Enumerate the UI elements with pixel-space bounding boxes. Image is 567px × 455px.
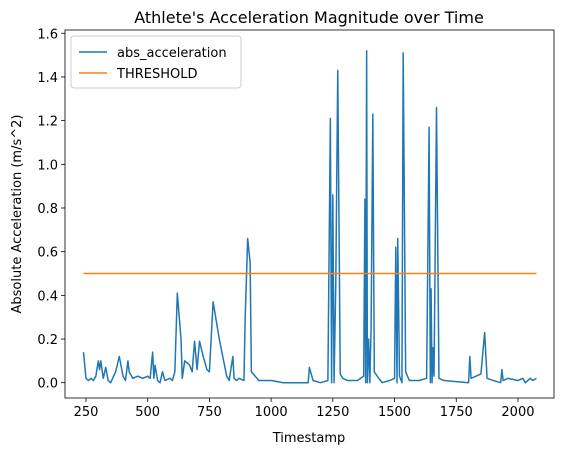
x-tick-label: 500	[135, 405, 160, 420]
y-tick-label: 1.0	[37, 158, 58, 173]
y-axis-label: Absolute Acceleration (m/s^2)	[10, 115, 25, 314]
y-tick-label: 0.8	[37, 202, 58, 217]
x-axis-label: Timestamp	[272, 431, 346, 446]
y-tick-label: 0.4	[37, 289, 58, 304]
y-tick-label: 0.6	[37, 246, 58, 261]
data-line	[82, 50, 537, 384]
y-tick-label: 0.2	[37, 333, 58, 348]
x-tick-label: 250	[74, 405, 99, 420]
y-tick-label: 1.2	[37, 115, 58, 130]
legend-label: abs_acceleration	[117, 46, 227, 61]
y-tick-label: 1.4	[37, 71, 58, 86]
x-tick-label: 1000	[255, 405, 288, 420]
x-tick-label: 750	[197, 405, 222, 420]
x-tick-label: 2000	[501, 405, 534, 420]
x-tick-label: 1500	[378, 405, 411, 420]
x-tick-label: 1750	[440, 405, 473, 420]
plot-frame	[64, 29, 555, 399]
x-tick-label: 1250	[316, 405, 349, 420]
y-tick-label: 1.6	[37, 27, 58, 42]
legend-label: THRESHOLD	[116, 67, 197, 82]
chart-title: Athlete's Acceleration Magnitude over Ti…	[134, 8, 484, 27]
y-tick-label: 0.0	[37, 377, 58, 392]
legend-box	[70, 35, 242, 89]
